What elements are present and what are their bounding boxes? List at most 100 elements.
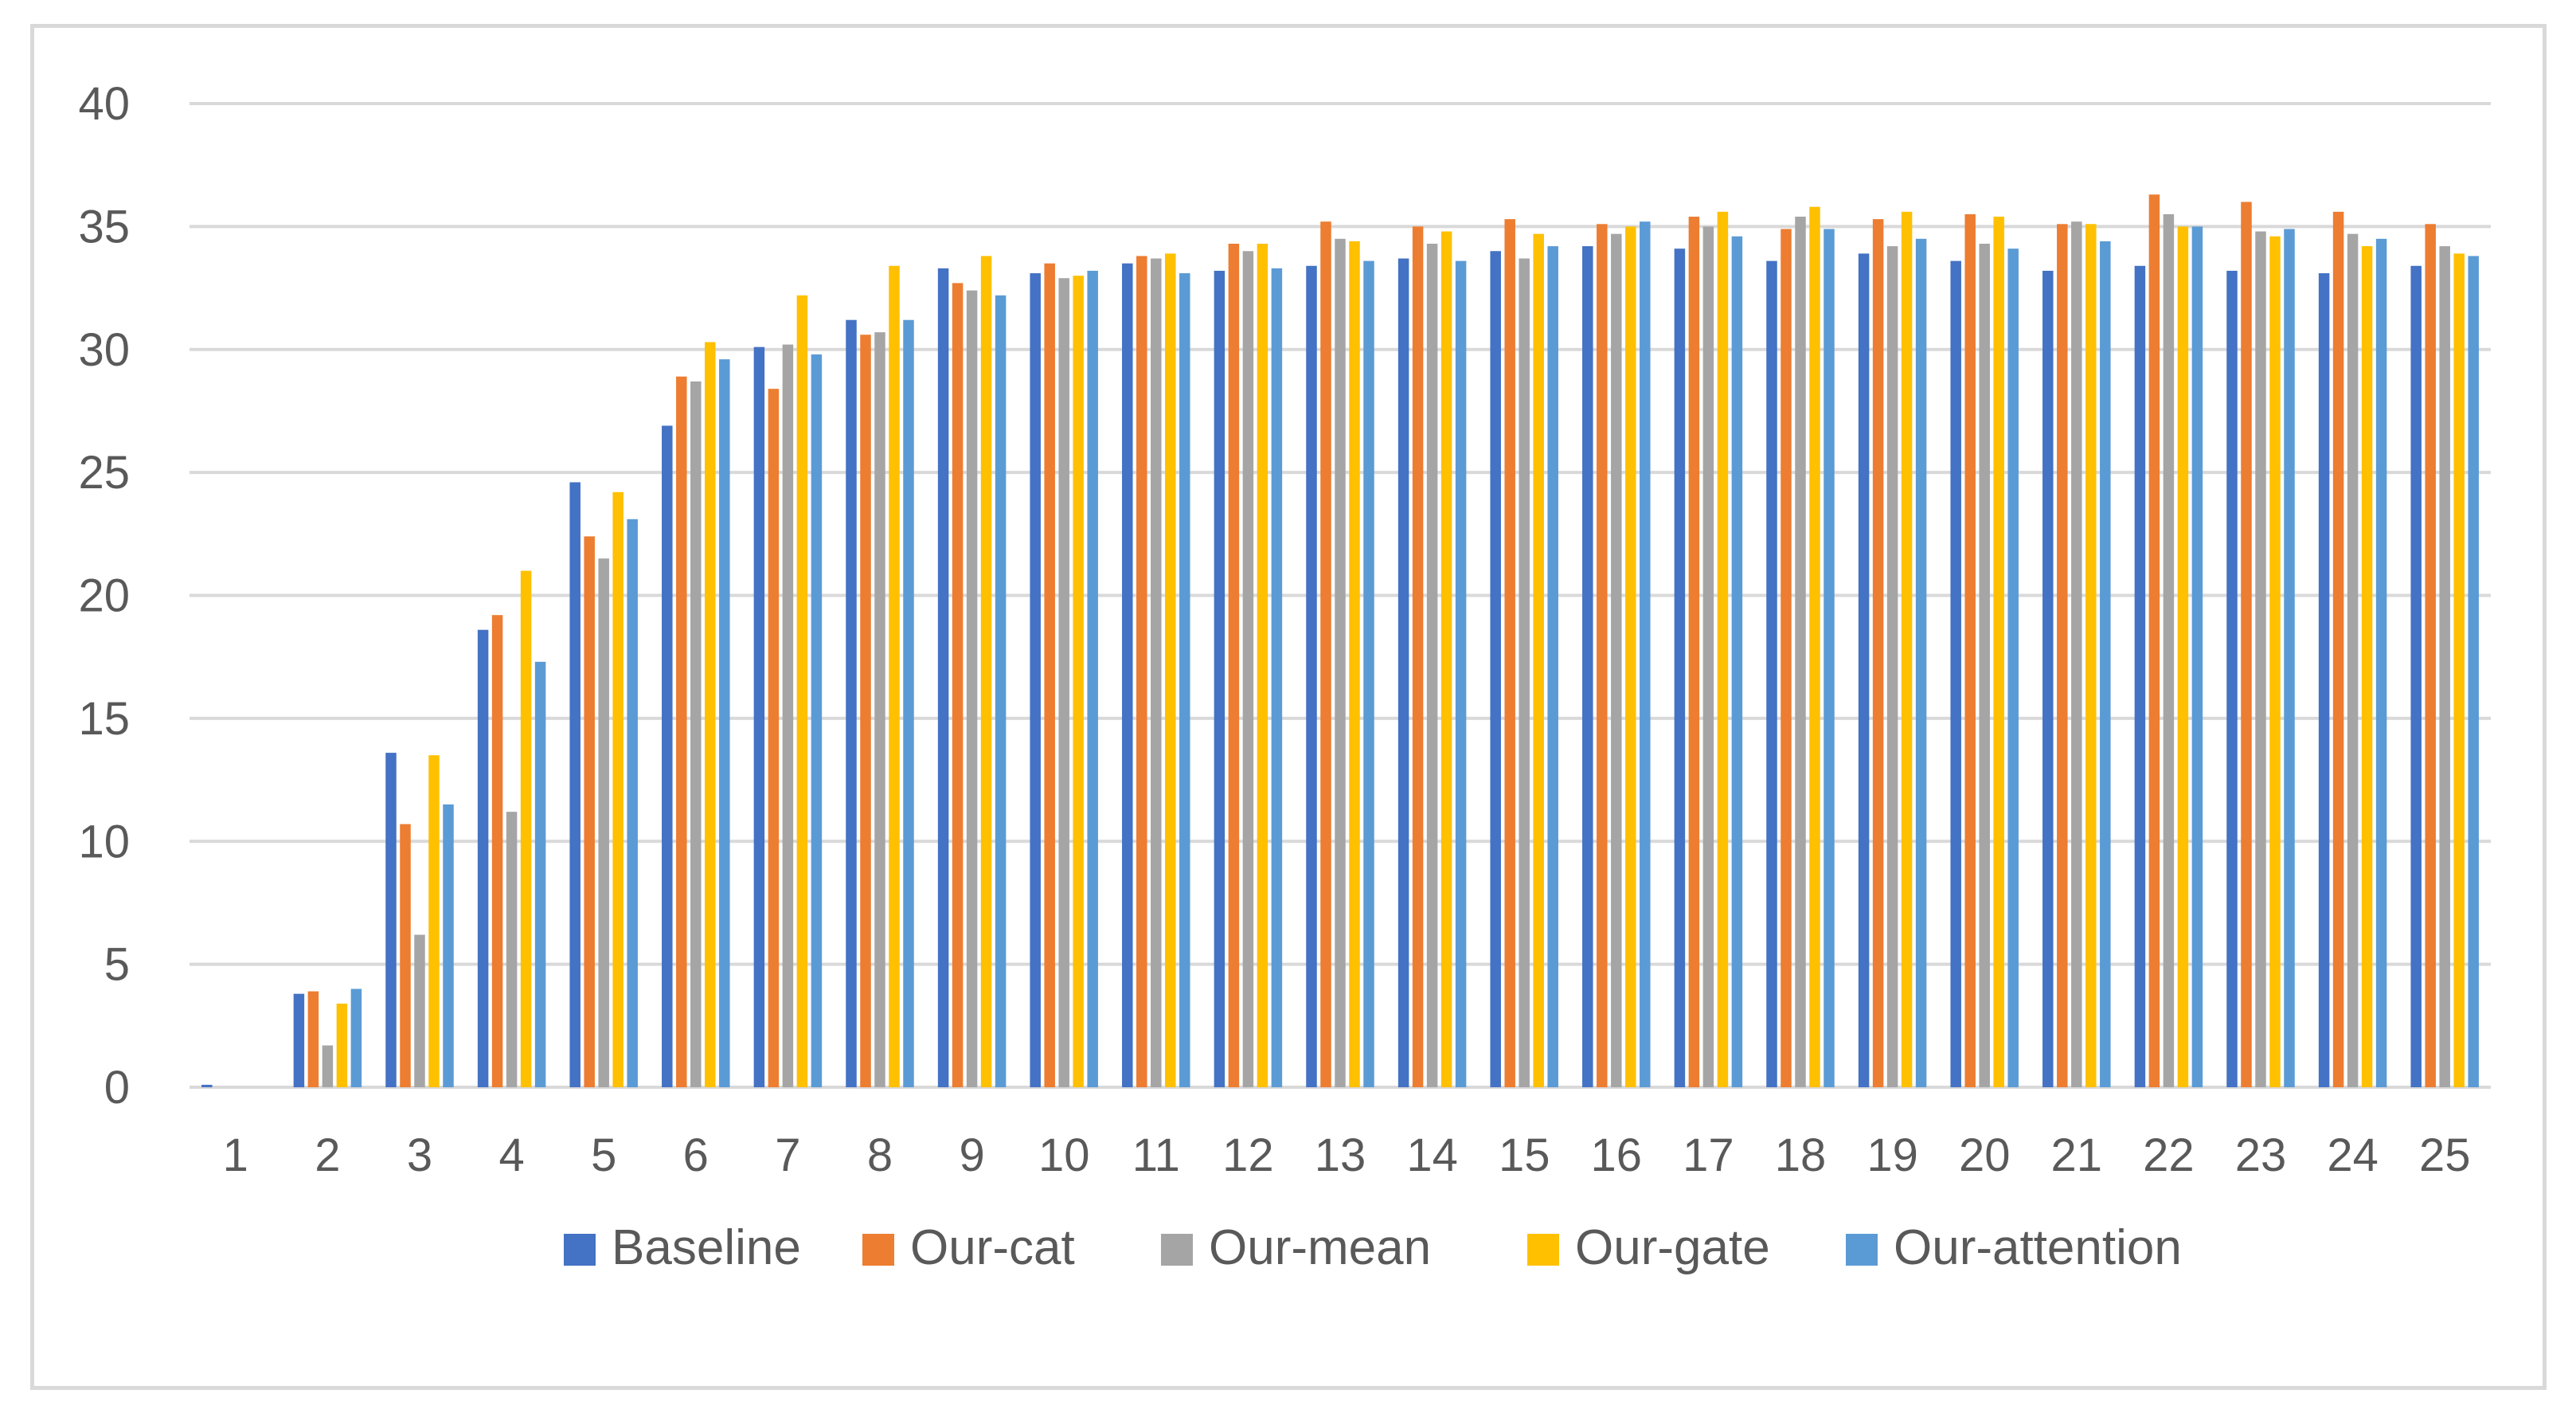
bar-our-attention-11 (1179, 273, 1190, 1088)
bar-our-attention-4 (534, 661, 546, 1087)
bar-our-cat-16 (1597, 224, 1608, 1088)
bar-baseline-16 (1582, 246, 1593, 1088)
bar-our-gate-7 (796, 295, 808, 1087)
bar-our-attention-7 (811, 354, 823, 1087)
bar-our-mean-22 (2163, 213, 2175, 1087)
legend-label-our-attention: Our-attention (1894, 1220, 2182, 1275)
bar-our-cat-5 (584, 536, 595, 1087)
legend-swatch-our-mean (1161, 1234, 1193, 1266)
bar-our-cat-21 (2057, 224, 2068, 1088)
bar-our-cat-22 (2148, 194, 2160, 1087)
bar-our-gate-9 (980, 256, 992, 1087)
bar-our-mean-23 (2255, 231, 2266, 1087)
bar-our-attention-19 (1915, 238, 1927, 1087)
bar-our-mean-3 (414, 934, 425, 1087)
bar-our-attention-16 (1640, 221, 1651, 1088)
bar-our-mean-6 (690, 381, 702, 1087)
bar-our-attention-5 (627, 519, 638, 1087)
bar-our-cat-19 (1872, 219, 1884, 1087)
y-tick-label: 40 (78, 78, 130, 130)
x-tick-label: 25 (2419, 1129, 2471, 1181)
bar-our-cat-17 (1688, 217, 1700, 1087)
x-axis-ticks: 1 2 3 4 5 6 7 8 9 10 11 12 13 14 15 16 17 18 19 20 21 22 23 24 2… (223, 1129, 2471, 1181)
bar-baseline-11 (1122, 263, 1133, 1087)
x-tick-label: 10 (1038, 1129, 1090, 1181)
bar-our-attention-21 (2100, 241, 2111, 1087)
legend-swatch-our-cat (862, 1234, 894, 1266)
x-tick-label: 12 (1222, 1129, 1274, 1181)
bar-our-gate-3 (428, 755, 440, 1087)
bar-our-attention-17 (1731, 236, 1743, 1088)
bar-our-mean-7 (782, 344, 794, 1087)
bar-our-mean-14 (1426, 243, 1438, 1087)
bar-our-attention-15 (1547, 246, 1558, 1088)
bar-our-gate-21 (2085, 224, 2097, 1088)
bar-baseline-5 (569, 482, 580, 1087)
bar-our-gate-25 (2453, 253, 2465, 1087)
bar-our-mean-25 (2439, 246, 2450, 1088)
bar-our-cat-2 (307, 991, 319, 1087)
y-tick-label: 30 (78, 324, 130, 376)
bar-our-gate-19 (1901, 211, 1913, 1088)
legend-swatch-baseline (564, 1234, 596, 1266)
y-tick-label: 10 (78, 816, 130, 867)
x-tick-label: 1 (223, 1129, 248, 1181)
bar-our-mean-18 (1795, 217, 1806, 1087)
bar-our-gate-13 (1349, 241, 1360, 1087)
bar-our-gate-20 (1993, 217, 2004, 1087)
bar-our-attention-22 (2191, 226, 2203, 1087)
bar-our-attention-6 (719, 359, 730, 1088)
y-tick-label: 5 (104, 939, 130, 991)
legend-label-our-cat: Our-cat (910, 1220, 1075, 1275)
bar-baseline-2 (293, 993, 305, 1087)
bar-our-attention-18 (1824, 229, 1835, 1087)
bar-our-gate-18 (1809, 206, 1820, 1087)
bar-baseline-21 (2042, 270, 2054, 1088)
x-tick-label: 21 (2051, 1129, 2103, 1181)
y-tick-label: 0 (104, 1062, 130, 1114)
bar-our-mean-19 (1886, 246, 1898, 1088)
bar-our-cat-12 (1228, 243, 1240, 1087)
bar-baseline-1 (201, 1084, 213, 1087)
bar-baseline-19 (1858, 253, 1870, 1087)
bar-our-gate-22 (2177, 226, 2189, 1087)
bar-baseline-13 (1306, 265, 1317, 1087)
x-tick-label: 15 (1499, 1129, 1550, 1181)
x-tick-label: 20 (1959, 1129, 2011, 1181)
x-tick-label: 5 (591, 1129, 616, 1181)
bar-our-gate-5 (612, 491, 623, 1087)
bar-our-cat-15 (1504, 219, 1515, 1087)
x-tick-label: 14 (1406, 1129, 1458, 1181)
bar-our-attention-25 (2468, 256, 2479, 1087)
bar-our-gate-8 (889, 265, 900, 1087)
bar-our-attention-2 (350, 988, 362, 1087)
y-tick-label: 20 (78, 570, 130, 622)
bar-our-attention-3 (443, 804, 454, 1087)
x-tick-label: 6 (683, 1129, 709, 1181)
bar-our-attention-9 (995, 295, 1007, 1087)
bar-our-cat-10 (1044, 263, 1055, 1087)
bar-baseline-25 (2410, 265, 2422, 1087)
legend-label-our-mean: Our-mean (1209, 1220, 1431, 1275)
bar-baseline-15 (1490, 251, 1501, 1087)
bar-our-cat-7 (768, 389, 780, 1087)
bar-our-mean-24 (2347, 233, 2359, 1088)
bar-our-mean-5 (598, 558, 609, 1087)
bar-our-attention-24 (2375, 238, 2387, 1087)
legend-swatch-our-attention (1846, 1234, 1878, 1266)
bar-our-attention-13 (1363, 260, 1374, 1088)
bar-baseline-20 (1950, 260, 1961, 1088)
x-tick-label: 11 (1132, 1129, 1180, 1181)
bar-our-gate-2 (336, 1004, 348, 1087)
y-tick-label: 35 (78, 201, 130, 252)
bar-baseline-23 (2226, 270, 2238, 1088)
bar-our-gate-11 (1165, 253, 1176, 1087)
bar-our-mean-20 (1979, 243, 1990, 1087)
bar-our-cat-25 (2425, 224, 2436, 1088)
bar-our-mean-17 (1702, 226, 1714, 1087)
x-tick-label: 9 (959, 1129, 984, 1181)
bar-our-gate-4 (520, 570, 532, 1087)
bar-baseline-4 (477, 629, 489, 1087)
bar-our-mean-10 (1058, 278, 1069, 1087)
bar-baseline-24 (2318, 273, 2330, 1088)
